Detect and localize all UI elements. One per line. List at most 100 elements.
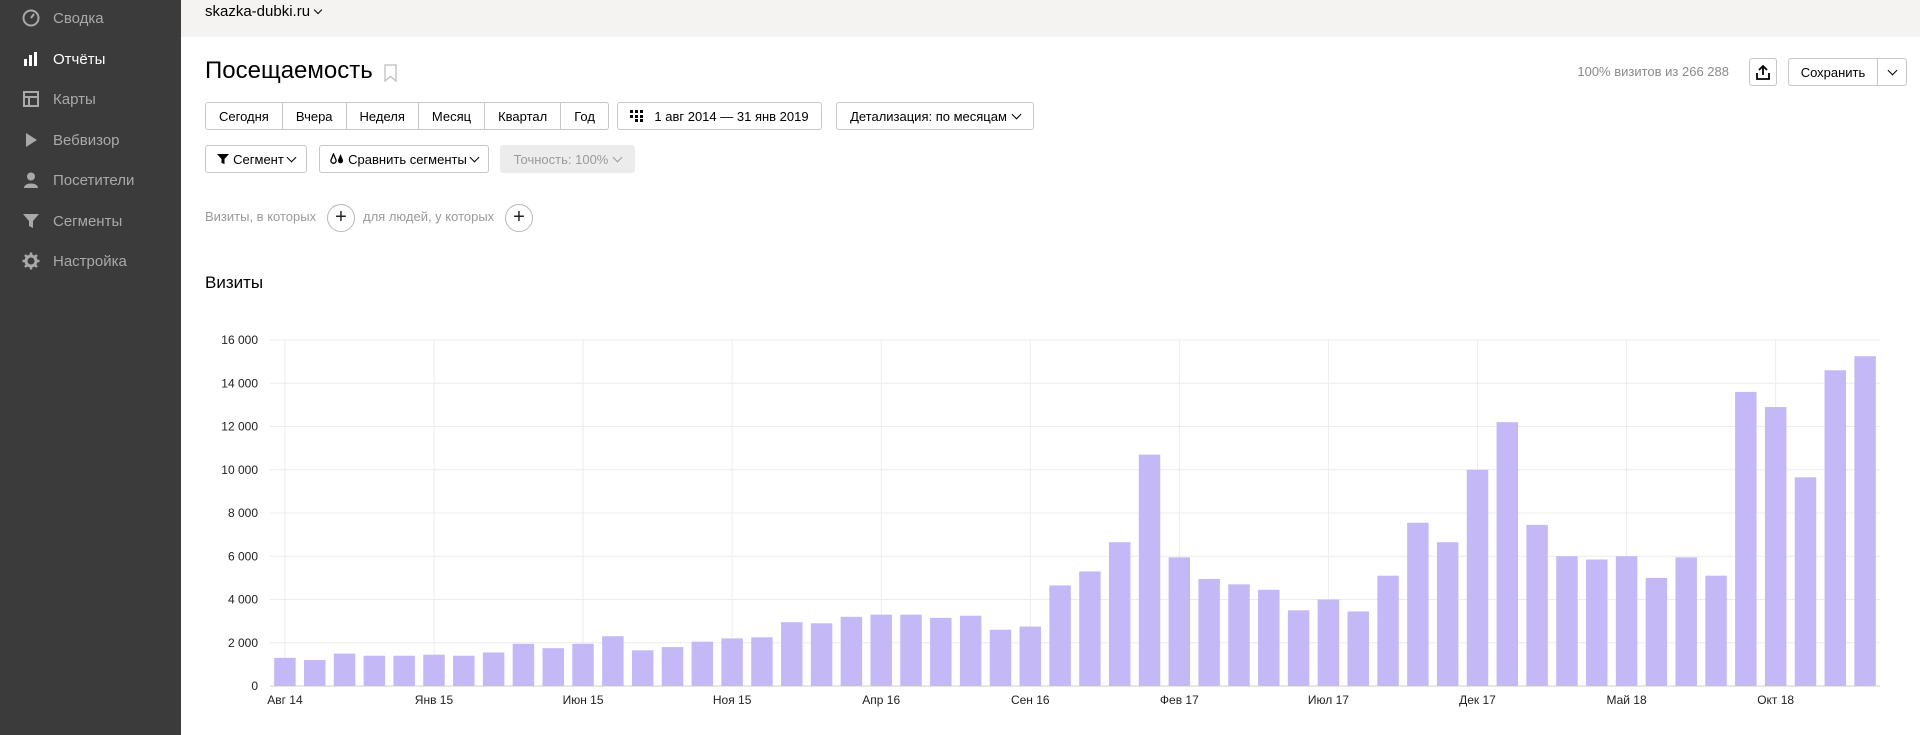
- x-tick-label: Май 18: [1606, 693, 1647, 707]
- chart-bar[interactable]: [1645, 577, 1668, 686]
- x-tick-label: Апр 16: [862, 693, 900, 707]
- segment-button[interactable]: Сегмент: [205, 145, 307, 173]
- chart-bar[interactable]: [870, 614, 892, 686]
- compare-segments-button[interactable]: Сравнить сегменты: [319, 145, 489, 173]
- chart-bar[interactable]: [900, 614, 922, 686]
- bar-chart-icon: [22, 50, 40, 68]
- chart-bar[interactable]: [1824, 370, 1847, 686]
- filter-icon: [22, 212, 40, 230]
- chart-bar[interactable]: [542, 648, 564, 686]
- person-icon: [22, 171, 40, 189]
- chart-bar[interactable]: [989, 629, 1012, 686]
- chart-bar[interactable]: [691, 641, 714, 686]
- bookmark-icon[interactable]: [384, 64, 397, 82]
- x-tick-label: Окт 18: [1757, 693, 1794, 707]
- chart-bar[interactable]: [1556, 556, 1578, 686]
- chart-bar[interactable]: [781, 622, 803, 686]
- compare-label: Сравнить сегменты: [348, 151, 467, 167]
- chart-bar[interactable]: [1675, 557, 1697, 686]
- sidebar-item-webvisor[interactable]: Вебвизор: [0, 125, 181, 155]
- visits-condition-label: Визиты, в которых: [205, 209, 317, 224]
- site-name: skazka-dubki.ru: [205, 3, 311, 20]
- chart-bar[interactable]: [959, 615, 982, 686]
- chart-bar[interactable]: [1317, 599, 1340, 687]
- chart-bar[interactable]: [303, 660, 326, 686]
- sidebar-item-reports[interactable]: Отчёты: [0, 44, 181, 74]
- chart-bar[interactable]: [333, 653, 356, 686]
- compare-icon: [330, 153, 344, 164]
- chart-bar[interactable]: [1347, 611, 1369, 686]
- chart-bar[interactable]: [512, 643, 535, 686]
- chart-bar[interactable]: [1526, 524, 1548, 686]
- chart-bar[interactable]: [602, 636, 624, 686]
- chart-bar[interactable]: [840, 616, 863, 686]
- add-visit-condition-button[interactable]: +: [327, 204, 355, 232]
- chart-bar[interactable]: [1108, 542, 1131, 686]
- y-tick-label: 14 000: [221, 376, 258, 390]
- detail-select[interactable]: Детализация: по месяцам: [836, 102, 1034, 130]
- chart-bar[interactable]: [1615, 556, 1638, 686]
- sample-info: 100% визитов из 266 288: [1577, 64, 1729, 79]
- sidebar-item-label: Вебвизор: [53, 131, 120, 149]
- chart-bar[interactable]: [1377, 575, 1399, 686]
- chart-bar[interactable]: [1258, 589, 1280, 686]
- chart-bar[interactable]: [930, 617, 952, 686]
- site-selector[interactable]: skazka-dubki.ru: [205, 3, 323, 20]
- chart-bar[interactable]: [423, 654, 445, 686]
- chart-bar[interactable]: [1764, 407, 1787, 686]
- chart-bar[interactable]: [1586, 559, 1608, 686]
- x-tick-label: Авг 14: [267, 693, 303, 707]
- chart-bar[interactable]: [1496, 422, 1519, 686]
- export-button[interactable]: [1749, 58, 1777, 86]
- chart-bar[interactable]: [1228, 584, 1250, 686]
- chart-bar[interactable]: [363, 655, 386, 686]
- chart-bar[interactable]: [1705, 575, 1727, 686]
- chart-bar[interactable]: [631, 650, 654, 686]
- period-year-button[interactable]: Год: [560, 103, 608, 129]
- x-tick-label: Сен 16: [1011, 693, 1050, 707]
- period-month-button[interactable]: Месяц: [417, 103, 484, 129]
- sidebar-item-visitors[interactable]: Посетители: [0, 165, 181, 195]
- period-quarter-button[interactable]: Квартал: [484, 103, 560, 129]
- save-label: Сохранить: [1800, 64, 1866, 80]
- save-options-button[interactable]: [1877, 58, 1907, 86]
- sidebar-item-maps[interactable]: Карты: [0, 84, 181, 114]
- chart-bar[interactable]: [1854, 356, 1876, 686]
- chart-bar[interactable]: [482, 652, 505, 686]
- period-yesterday-button[interactable]: Вчера: [281, 103, 346, 129]
- chart-bar[interactable]: [1019, 626, 1042, 686]
- chart-bar[interactable]: [572, 643, 594, 686]
- chart-bar[interactable]: [661, 647, 684, 686]
- chart-bar[interactable]: [1794, 477, 1817, 686]
- y-tick-label: 0: [251, 679, 258, 693]
- sidebar-item-settings[interactable]: Настройка: [0, 246, 181, 276]
- chart-bar[interactable]: [1168, 557, 1191, 686]
- date-range-picker[interactable]: 1 авг 2014 — 31 янв 2019: [617, 102, 822, 130]
- chart-bar[interactable]: [721, 638, 743, 686]
- chart-bar[interactable]: [1049, 585, 1071, 686]
- y-tick-label: 6 000: [228, 549, 258, 563]
- period-today-button[interactable]: Сегодня: [219, 108, 269, 124]
- sidebar-item-summary[interactable]: Сводка: [0, 3, 181, 33]
- chart-bar[interactable]: [1079, 571, 1101, 686]
- chart-bar[interactable]: [1198, 578, 1220, 686]
- chart-bar[interactable]: [453, 655, 475, 686]
- chevron-down-icon: [286, 152, 297, 162]
- period-week-button[interactable]: Неделя: [345, 103, 418, 129]
- chart-bar[interactable]: [1735, 391, 1757, 686]
- save-button[interactable]: Сохранить: [1788, 58, 1878, 86]
- add-people-condition-button[interactable]: +: [505, 204, 533, 232]
- chart-bar[interactable]: [751, 637, 773, 686]
- chart-bar[interactable]: [810, 623, 833, 686]
- filter-icon: [217, 154, 230, 164]
- chart-bar[interactable]: [274, 657, 296, 686]
- chart-bar[interactable]: [1466, 469, 1489, 686]
- chart-bar[interactable]: [1287, 610, 1310, 686]
- top-bar: skazka-dubki.ru: [181, 0, 1920, 37]
- chart-bar[interactable]: [1436, 542, 1459, 686]
- page-title: Посещаемость: [205, 57, 373, 84]
- chart-bar[interactable]: [393, 655, 415, 686]
- sidebar-item-segments[interactable]: Сегменты: [0, 206, 181, 236]
- chart-bar[interactable]: [1407, 522, 1429, 686]
- chart-bar[interactable]: [1138, 454, 1161, 686]
